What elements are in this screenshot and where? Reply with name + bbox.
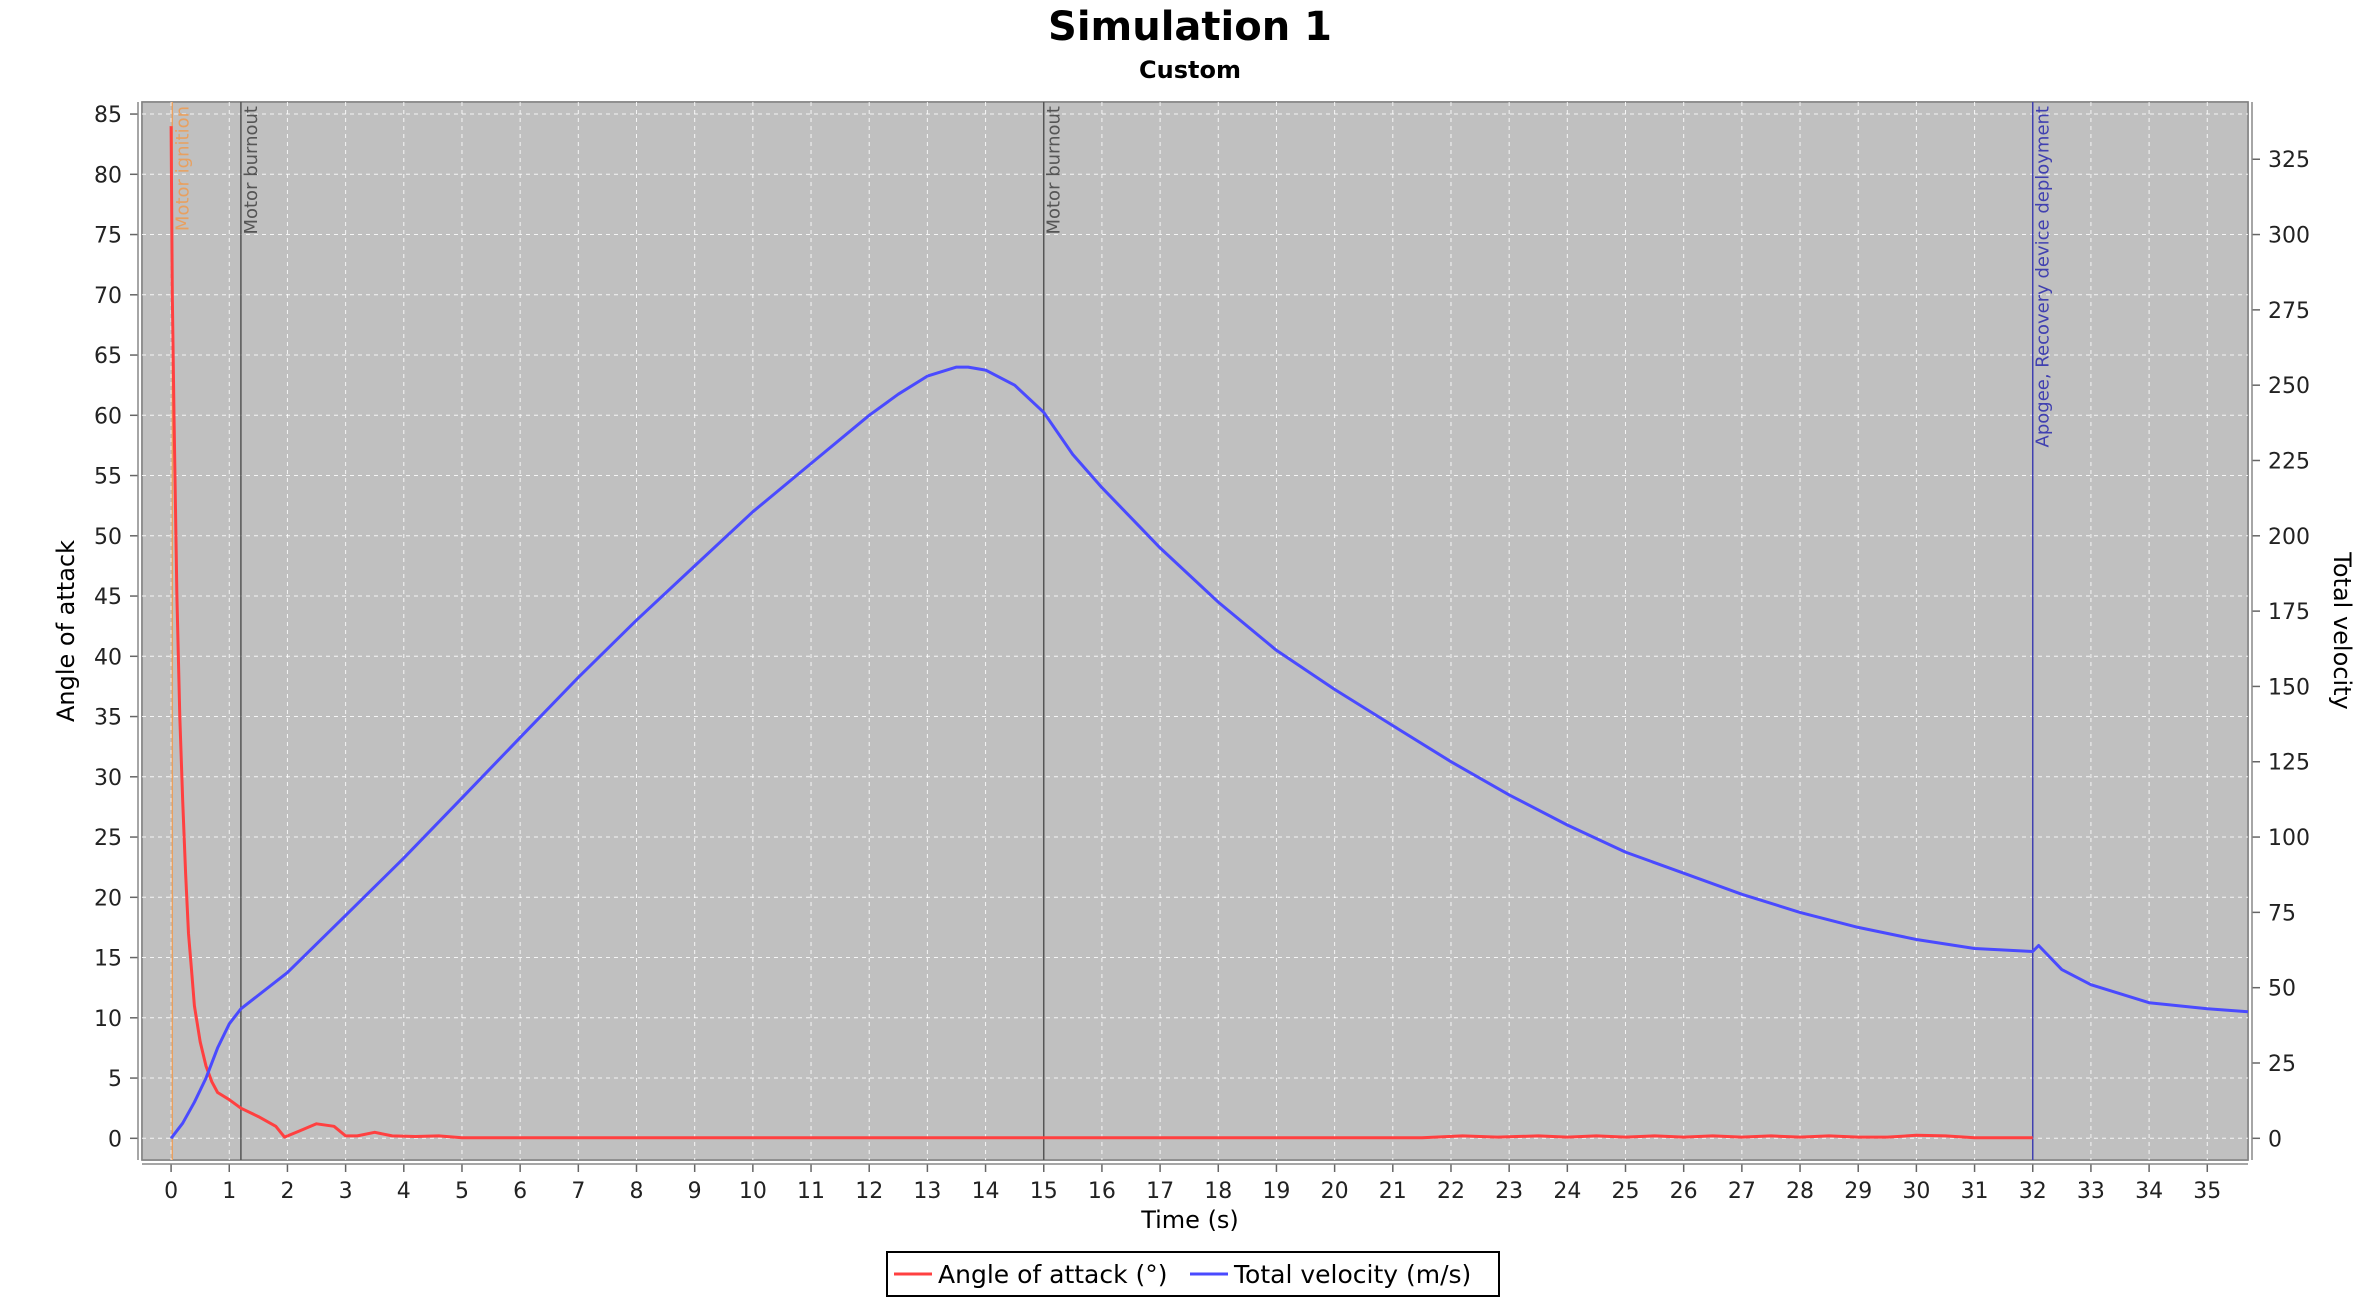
chart-subtitle: Custom <box>1139 56 1241 84</box>
left-tick-label: 35 <box>94 706 122 731</box>
right-tick-label: 325 <box>2268 148 2310 173</box>
event-marker-label: Motor burnout <box>1044 106 1065 235</box>
left-tick-label: 80 <box>94 163 122 188</box>
x-tick-label: 30 <box>1902 1179 1930 1204</box>
left-tick-label: 40 <box>94 645 122 670</box>
left-tick-label: 65 <box>94 344 122 369</box>
x-tick-label: 13 <box>913 1179 941 1204</box>
x-tick-label: 23 <box>1495 1179 1523 1204</box>
x-tick-label: 3 <box>339 1179 353 1204</box>
right-tick-label: 175 <box>2268 600 2310 625</box>
x-tick-label: 14 <box>972 1179 1000 1204</box>
left-tick-label: 0 <box>108 1127 122 1152</box>
left-tick-label: 85 <box>94 103 122 128</box>
x-tick-label: 29 <box>1844 1179 1872 1204</box>
left-tick-label: 70 <box>94 284 122 309</box>
x-tick-label: 6 <box>513 1179 527 1204</box>
x-tick-label: 31 <box>1961 1179 1989 1204</box>
x-tick-label: 9 <box>688 1179 702 1204</box>
x-tick-label: 26 <box>1670 1179 1698 1204</box>
left-tick-label: 60 <box>94 404 122 429</box>
x-tick-label: 8 <box>630 1179 644 1204</box>
right-tick-label: 300 <box>2268 224 2310 249</box>
left-tick-label: 75 <box>94 224 122 249</box>
series-line-angle-of-attack <box>169 126 2033 1140</box>
left-tick-label: 20 <box>94 886 122 911</box>
x-tick-label: 28 <box>1786 1179 1814 1204</box>
x-axis-label: Time (s) <box>1140 1206 1239 1234</box>
x-tick-label: 20 <box>1321 1179 1349 1204</box>
plot-background <box>141 101 2249 1161</box>
right-tick-label: 0 <box>2268 1127 2282 1152</box>
right-tick-label: 225 <box>2268 449 2310 474</box>
grid-lines <box>141 101 2249 1161</box>
x-tick-label: 21 <box>1379 1179 1407 1204</box>
x-tick-label: 17 <box>1146 1179 1174 1204</box>
x-tick-label: 24 <box>1553 1179 1581 1204</box>
x-tick-label: 4 <box>397 1179 411 1204</box>
series-lines <box>169 126 2249 1140</box>
left-tick-label: 15 <box>94 947 122 972</box>
x-tick-label: 7 <box>571 1179 585 1204</box>
event-marker-label: Motor burnout <box>241 106 262 235</box>
legend-label-angle-of-attack: Angle of attack (°) <box>938 1260 1168 1289</box>
x-tick-label: 33 <box>2077 1179 2105 1204</box>
x-tick-label: 16 <box>1088 1179 1116 1204</box>
x-tick-label: 12 <box>855 1179 883 1204</box>
right-tick-label: 250 <box>2268 374 2310 399</box>
left-tick-label: 50 <box>94 525 122 550</box>
left-tick-label: 55 <box>94 465 122 490</box>
x-tick-label: 15 <box>1030 1179 1058 1204</box>
right-tick-label: 100 <box>2268 826 2310 851</box>
right-tick-label: 125 <box>2268 751 2310 776</box>
left-tick-label: 5 <box>108 1067 122 1092</box>
x-tick-label: 22 <box>1437 1179 1465 1204</box>
left-axis-label: Angle of attack <box>52 540 80 722</box>
left-tick-label: 30 <box>94 766 122 791</box>
left-tick-label: 25 <box>94 826 122 851</box>
right-tick-label: 200 <box>2268 525 2310 550</box>
left-tick-label: 45 <box>94 585 122 610</box>
x-tick-label: 27 <box>1728 1179 1756 1204</box>
x-tick-label: 18 <box>1204 1179 1232 1204</box>
x-tick-label: 11 <box>797 1179 825 1204</box>
right-tick-label: 275 <box>2268 299 2310 324</box>
x-tick-label: 2 <box>280 1179 294 1204</box>
x-tick-label: 0 <box>164 1179 178 1204</box>
right-tick-label: 25 <box>2268 1052 2296 1077</box>
event-marker-label: Apogee, Recovery device deployment <box>2033 106 2054 447</box>
right-tick-label: 75 <box>2268 901 2296 926</box>
right-tick-label: 50 <box>2268 977 2296 1002</box>
x-tick-label: 35 <box>2193 1179 2221 1204</box>
chart-title: Simulation 1 <box>1048 4 1332 50</box>
right-tick-label: 150 <box>2268 675 2310 700</box>
legend-label-total-velocity: Total velocity (m/s) <box>1233 1260 1471 1289</box>
x-tick-label: 25 <box>1612 1179 1640 1204</box>
series-line-total-velocity <box>169 365 2249 1140</box>
x-tick-label: 32 <box>2019 1179 2047 1204</box>
x-tick-label: 19 <box>1262 1179 1290 1204</box>
event-marker-label: Motor ignition <box>172 106 193 231</box>
x-tick-label: 5 <box>455 1179 469 1204</box>
event-markers: Motor ignition Motor burnout Motor burnout… <box>171 102 2054 1160</box>
x-tick-label: 10 <box>739 1179 767 1204</box>
x-tick-label: 34 <box>2135 1179 2163 1204</box>
right-axis-label: Total velocity <box>2328 551 2356 709</box>
axes: 0 1 2 3 4 5 6 7 8 9 10 11 12 13 14 15 16 17 18 19 20 21 22 23 24… <box>94 102 2310 1204</box>
legend: Angle of attack (°) Total velocity (m/s) <box>886 1251 1500 1297</box>
x-tick-label: 1 <box>222 1179 236 1204</box>
left-tick-label: 10 <box>94 1007 122 1032</box>
